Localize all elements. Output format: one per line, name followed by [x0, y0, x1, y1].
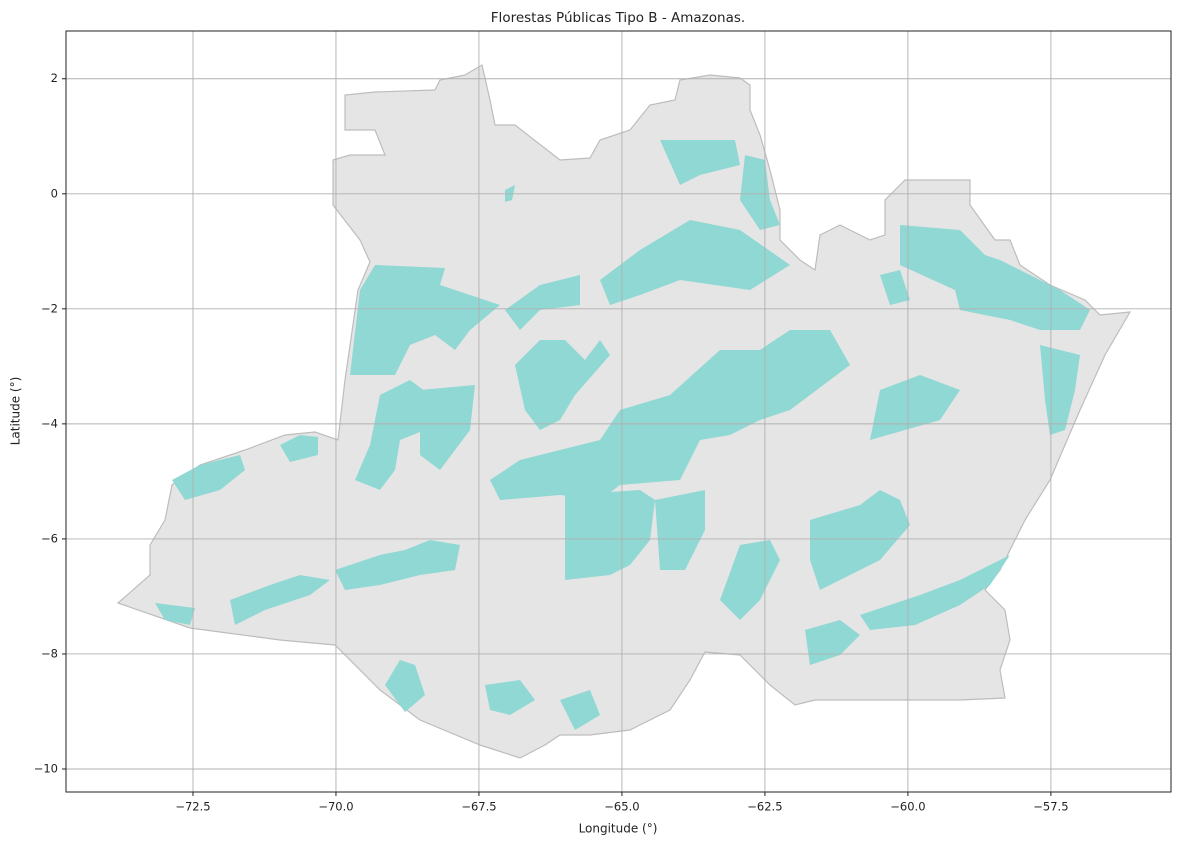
forest-patch	[600, 220, 790, 305]
forest-patch	[335, 540, 460, 590]
plot-frame	[65, 30, 1172, 793]
y-tick-label: 0	[51, 186, 58, 200]
x-tick-label: −72.5	[175, 800, 210, 814]
y-axis-label: Latitude (°)	[9, 377, 23, 446]
forest-patch	[280, 435, 318, 462]
x-tick-label: −57.5	[1033, 800, 1068, 814]
forest-patch	[385, 660, 425, 712]
forest-patch	[230, 575, 330, 625]
chart-title: Florestas Públicas Tipo B - Amazonas.	[491, 10, 745, 26]
forest-patch	[155, 603, 195, 625]
x-tick-label: −67.5	[461, 800, 496, 814]
forest-patch	[355, 380, 430, 490]
y-tick-label: 2	[51, 71, 58, 85]
forest-patch	[485, 680, 535, 715]
forest-patch	[515, 340, 610, 430]
forest-patch	[560, 690, 600, 730]
x-tick-label: −70.0	[318, 800, 353, 814]
forest-patch	[1040, 345, 1080, 435]
forest-patch	[655, 490, 705, 570]
y-tick-label: −8	[41, 646, 58, 660]
forest-patch	[420, 385, 475, 470]
forest-patch	[172, 455, 245, 500]
forest-areas	[155, 140, 1090, 730]
forest-patch	[350, 265, 500, 375]
forest-patch	[860, 555, 1010, 630]
x-tick-label: −60.0	[890, 800, 925, 814]
x-axis-label: Longitude (°)	[579, 822, 658, 836]
y-tick-label: −10	[34, 761, 58, 775]
forest-patch	[490, 330, 850, 500]
forest-patch	[900, 225, 1090, 330]
forest-patch	[880, 270, 910, 305]
map-layer	[116, 64, 1132, 759]
x-tick-label: −65.0	[604, 800, 639, 814]
forest-patch	[660, 140, 740, 185]
y-tick-label: −2	[41, 301, 58, 315]
forest-patch	[565, 490, 655, 580]
forest-patch	[810, 490, 910, 590]
y-tick-label: −6	[41, 531, 58, 545]
y-tick-label: −4	[41, 416, 58, 430]
x-tick-label: −62.5	[747, 800, 782, 814]
forest-patch	[505, 275, 580, 330]
axes: −72.5 −70.0 −67.5 −65.0 −62.5 −60.0 −57.5 −10 −8…	[34, 31, 1171, 814]
forest-patch	[740, 155, 780, 230]
